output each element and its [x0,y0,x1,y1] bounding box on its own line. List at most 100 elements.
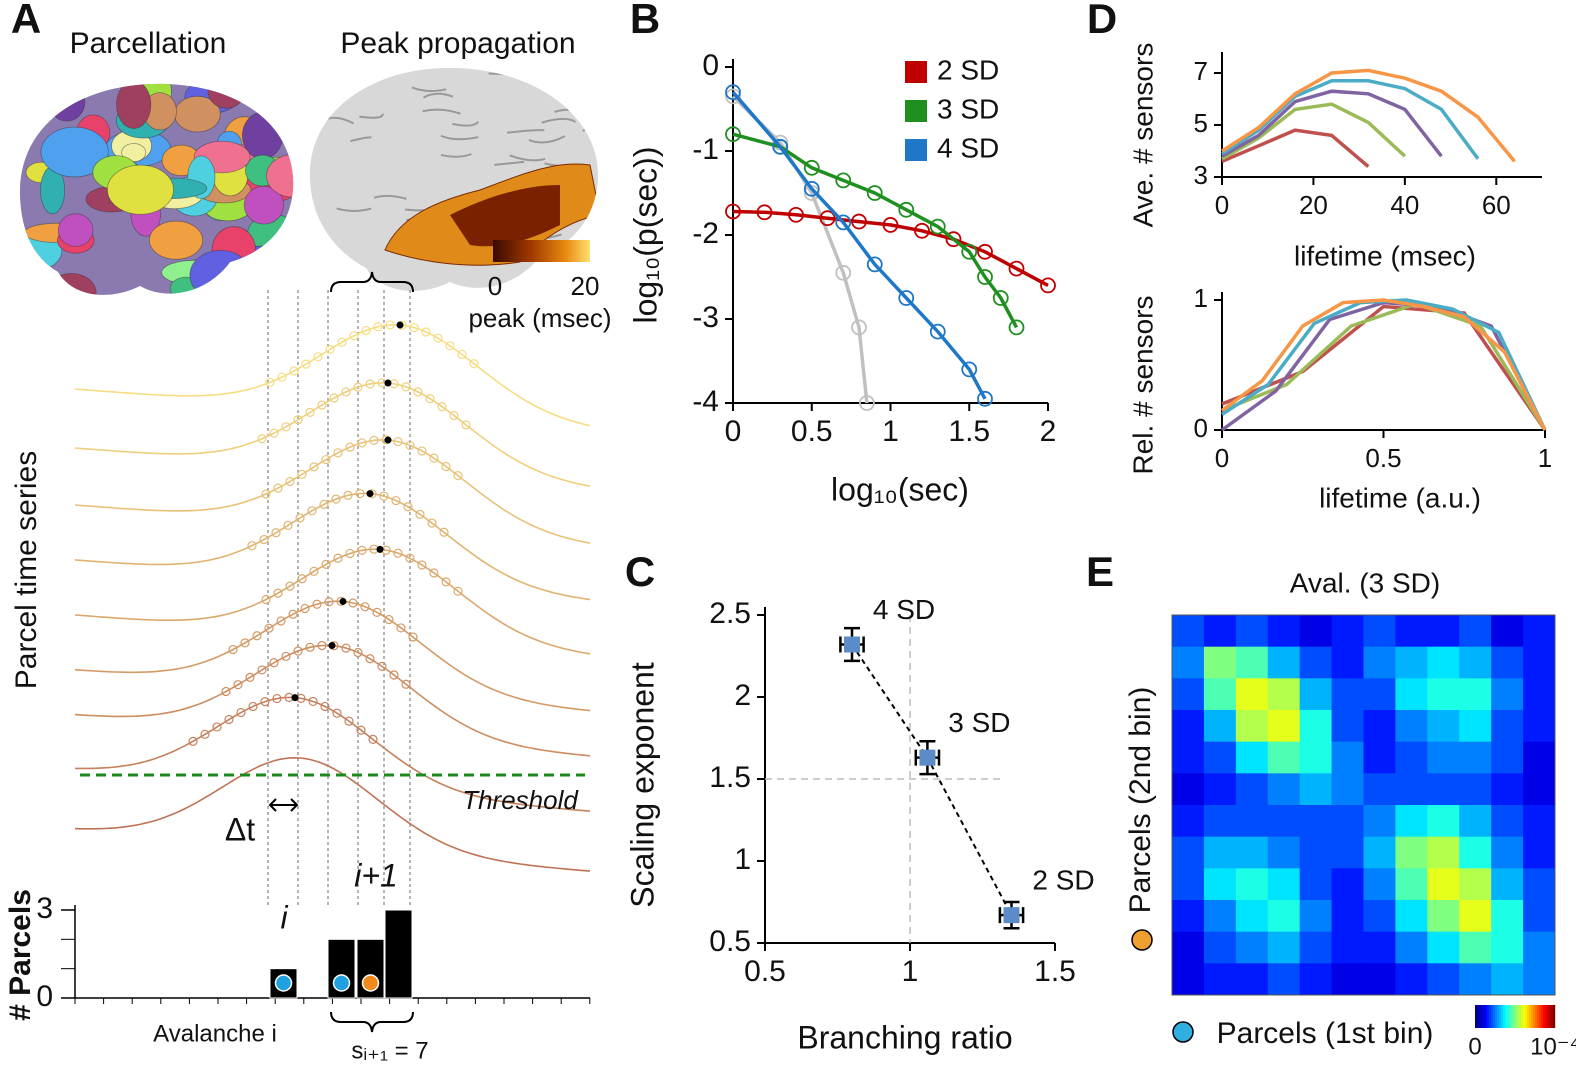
brain-parcel [243,185,285,225]
heatmap-cell [1203,836,1237,869]
heatmap-cell [1267,900,1301,933]
sample-marker [324,597,334,607]
heatmap-cell [1363,710,1396,743]
brain-parcel [189,249,252,295]
sample-marker [248,701,258,712]
sample-marker [264,623,274,633]
sample-marker [385,320,395,330]
colorbar-step [1515,1005,1518,1028]
sample-marker [344,716,354,726]
heatmap-cell [1395,900,1428,933]
sample-marker [285,476,295,487]
y-tick-label: 3 [1194,160,1208,190]
colorbar-step [1517,1005,1520,1028]
sample-marker [441,461,451,472]
heatmap-cell [1523,931,1556,964]
legend-swatch [905,139,927,161]
time-series [74,756,591,872]
size-label: sᵢ₊₁ = 7 [351,1037,428,1064]
colorbar-step [1487,1005,1490,1028]
sample-marker [288,609,298,619]
heatmap-cell [1172,773,1205,806]
y-tick-label: 7 [1194,56,1208,86]
sample-marker [333,553,343,563]
heatmap-cell [1203,710,1237,743]
heatmap-cell [1523,710,1556,743]
panel-title: Parcellation [70,27,227,60]
legend-swatch [905,61,927,83]
heatmap-cell [1395,741,1428,774]
data-point [725,203,741,220]
heatmap-cell [1235,615,1269,648]
heatmap-cell [1203,741,1237,774]
heatmap-cell [1491,615,1524,648]
heatmap-cell [1427,646,1460,679]
heatmap-cell [1427,900,1460,933]
y-tick-label: -3 [692,301,719,334]
x-tick-label: 20 [1299,190,1328,220]
sample-marker [305,642,315,652]
heatmap-cell [1363,615,1396,648]
sample-marker [245,672,255,682]
brain-parcel [250,265,292,295]
data-point [725,126,741,143]
sample-marker [281,651,291,661]
heatmap-cell [1491,836,1524,869]
colorbar-step [1545,1005,1548,1028]
data-point [977,269,993,285]
heatmap-cell [1172,710,1205,743]
sample-marker [409,322,419,333]
parcel-dot [274,974,293,992]
series-line [1221,79,1480,160]
legend-dot [1131,929,1153,951]
heatmap-cell [1523,773,1556,806]
data-point [945,231,962,248]
heatmap-cell [1203,678,1237,711]
sample-marker [260,697,270,707]
sample-marker [408,632,418,642]
heatmap-cell [1203,805,1237,838]
time-series [74,644,591,757]
heatmap-cell [1523,963,1556,996]
colorbar-step [1551,1005,1554,1028]
heatmap-cell [1491,773,1524,806]
sample-marker [439,527,449,537]
series-line [731,91,987,400]
x-tick-label: 60 [1482,190,1511,220]
heatmap-cell [1427,773,1460,806]
y-tick-label: 2 [734,679,751,712]
x-tick-label: 0.5 [744,955,786,988]
brain-parcellation [19,83,294,295]
colorbar-step [1511,1005,1514,1028]
data-point [866,256,883,273]
sample-marker [369,435,379,445]
x-tick-label: 0 [725,415,742,448]
colorbar-step [1553,1005,1556,1028]
heatmap-cell [1491,931,1524,964]
heatmap-title: Aval. (3 SD) [1290,567,1440,598]
brain-sulcus [328,85,354,90]
heatmap-cell [1172,678,1205,711]
data-point [851,319,867,336]
sample-marker [355,488,365,499]
colorbar-tick-label: 10⁻⁴ [1530,1033,1576,1060]
colorbar-step [1483,1005,1486,1028]
data-point [858,395,875,411]
sample-marker [384,614,394,625]
point-label: 2 SD [1032,865,1094,896]
sample-marker [269,428,279,438]
colorbar-tick-label: 0 [1468,1033,1481,1060]
heatmap-cell [1459,678,1492,711]
brain-parcel [258,240,289,277]
y-axis-label: Scaling exponent [624,662,660,908]
heatmap-cell [1363,646,1396,679]
heatmap-cell [1172,963,1205,996]
y-tick-label: 0 [1194,413,1208,443]
y-axis-label: Parcel time series [10,451,43,689]
x-axis-label: lifetime (a.u.) [1319,482,1481,513]
heatmap-cell [1523,646,1556,679]
series-line [1221,128,1370,168]
heatmap-cell [1267,963,1301,996]
sample-marker [365,379,375,389]
sample-marker [325,344,335,354]
